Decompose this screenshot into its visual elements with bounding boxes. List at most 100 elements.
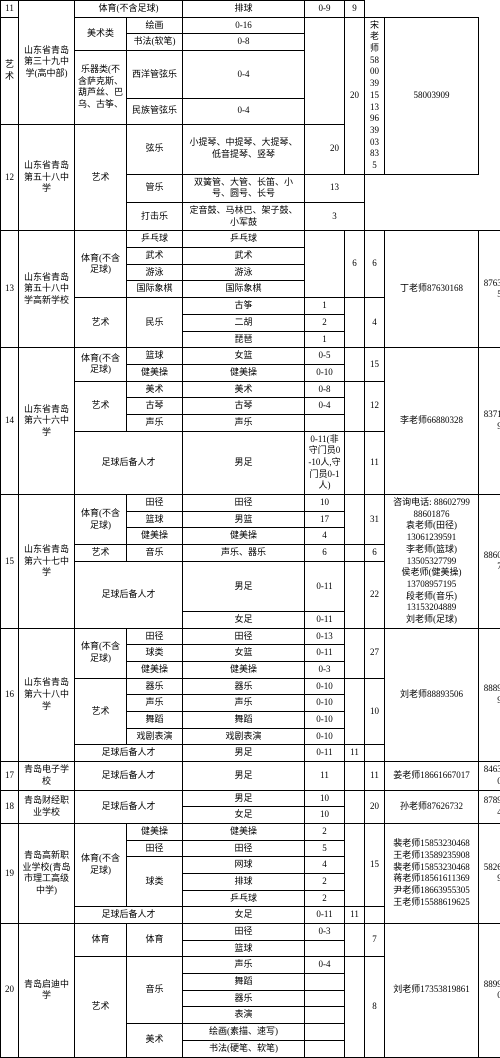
cell: 孙老师87626732 bbox=[385, 790, 479, 823]
cell: 美术 bbox=[127, 1024, 183, 1057]
cell: 1 bbox=[305, 298, 345, 315]
cell: 88896739 bbox=[479, 628, 500, 762]
cell: 定音鼓、马林巴、架子鼓、小军鼓 bbox=[183, 203, 305, 231]
cell: 舞蹈 bbox=[183, 712, 305, 729]
cell: 0-5 bbox=[305, 348, 345, 365]
cell: 男足 bbox=[183, 561, 305, 611]
table-row: 14山东省青岛第六十六中学体育(不含足球)篮球女篮0-515李老师6688032… bbox=[1, 348, 500, 365]
cell: 2 bbox=[305, 890, 345, 907]
cell: 游泳 bbox=[183, 264, 305, 281]
cell: 田径 bbox=[183, 495, 305, 512]
cell: 健美操 bbox=[183, 662, 305, 679]
cell bbox=[345, 924, 365, 957]
cell: 20 bbox=[305, 124, 365, 174]
cell: 艺术 bbox=[75, 298, 127, 348]
cell: 2 bbox=[305, 823, 345, 840]
cell: 男足 bbox=[183, 431, 305, 494]
cell: 11 bbox=[1, 1, 19, 18]
cell: 排球 bbox=[183, 1, 305, 18]
cell: 15 bbox=[365, 348, 385, 381]
cell: 舞蹈 bbox=[183, 974, 305, 991]
table-row: 艺术美术类绘画0-1620宋老师580039151396390383558003… bbox=[1, 17, 500, 34]
cell: 艺术 bbox=[75, 124, 127, 231]
cell: 声乐 bbox=[127, 695, 183, 712]
cell: 球类 bbox=[127, 645, 183, 662]
cell: 16 bbox=[1, 628, 19, 762]
cell: 84633530 bbox=[479, 762, 500, 790]
cell: 12 bbox=[1, 124, 19, 231]
table-row: 13山东省青岛第五十八中学高新学校体育(不含足球)乒乓球乒乓球66丁老师8763… bbox=[1, 231, 500, 248]
cell: 58263569 bbox=[479, 823, 500, 923]
cell bbox=[345, 823, 365, 906]
cell: 0-11(非守门员0-10人,守门员0-1人) bbox=[305, 431, 345, 494]
cell: 音乐 bbox=[127, 545, 183, 562]
cell: 17 bbox=[1, 762, 19, 790]
cell: 7 bbox=[365, 924, 385, 957]
cell: 2 bbox=[305, 314, 345, 331]
cell: 绘画 bbox=[127, 17, 183, 34]
cell: 宋老师5800391513963903835 bbox=[365, 17, 385, 174]
cell: 山东省青岛第六十七中学 bbox=[19, 495, 75, 629]
cell: 0-11 bbox=[305, 907, 345, 924]
cell: 足球后备人才 bbox=[75, 431, 183, 494]
cell: 美术类 bbox=[75, 17, 127, 50]
cell: 15 bbox=[1, 495, 19, 629]
cell: 田径 bbox=[183, 840, 305, 857]
cell: 0-4 bbox=[183, 51, 305, 99]
cell: 11 bbox=[345, 907, 365, 924]
cell: 3 bbox=[305, 203, 365, 231]
cell: 0-10 bbox=[305, 712, 345, 729]
cell: 双簧管、大管、长笛、小号、圆号、长号 bbox=[183, 174, 305, 202]
cell: 足球后备人才 bbox=[75, 561, 183, 628]
cell: 咨询电话: 8860279988601876袁老师(田径)13061239591… bbox=[385, 495, 479, 629]
cell: 27 bbox=[365, 628, 385, 678]
cell: 0-11 bbox=[305, 561, 345, 611]
table-row: 11山东省青岛第三十九中学(高中部)体育(不含足球)排球0-99 bbox=[1, 1, 500, 18]
table-row: 20青岛启迪中学体育体育田径0-37刘老师1735381986188992020 bbox=[1, 924, 500, 941]
cell: 足球后备人才 bbox=[75, 907, 183, 924]
cell: 健美操 bbox=[127, 823, 183, 840]
cell: 体育 bbox=[75, 924, 127, 957]
cell: 健美操 bbox=[183, 528, 305, 545]
cell: 女足 bbox=[183, 807, 305, 824]
cell: 11 bbox=[365, 431, 385, 494]
cell bbox=[345, 545, 365, 562]
cell: 乐器类(不含萨克斯、葫芦丝、巴乌、古筝、 bbox=[75, 51, 127, 124]
cell: 声乐 bbox=[183, 957, 305, 974]
cell bbox=[305, 940, 345, 957]
cell bbox=[305, 414, 345, 431]
cell: 0-10 bbox=[305, 695, 345, 712]
cell: 声乐 bbox=[127, 414, 183, 431]
cell: 山东省青岛第三十九中学(高中部) bbox=[19, 1, 75, 125]
cell: 古琴 bbox=[127, 398, 183, 415]
cell: 0-13 bbox=[305, 628, 345, 645]
cell: 田径 bbox=[183, 628, 305, 645]
cell: 青岛高新职业学校(青岛市理工高级中学) bbox=[19, 823, 75, 923]
cell: 器乐 bbox=[183, 990, 305, 1007]
cell: 8 bbox=[365, 957, 385, 1057]
cell: 裴老师15853230468王老师13589235908裴老师158532304… bbox=[385, 823, 479, 923]
cell: 健美操 bbox=[127, 528, 183, 545]
cell bbox=[345, 790, 365, 823]
cell: 女足 bbox=[183, 907, 305, 924]
cell: 0-3 bbox=[305, 662, 345, 679]
cell bbox=[345, 762, 365, 790]
cell: 二胡 bbox=[183, 314, 305, 331]
cell: 篮球 bbox=[127, 348, 183, 365]
cell: 古琴 bbox=[183, 398, 305, 415]
cell bbox=[345, 381, 365, 431]
cell: 器乐 bbox=[183, 678, 305, 695]
cell: 足球后备人才 bbox=[75, 745, 183, 762]
cell: 58003909 bbox=[385, 17, 479, 174]
table-row: 19青岛高新职业学校(青岛市理工高级中学)体育(不含足球)健美操健美操215裴老… bbox=[1, 823, 500, 840]
cell: 丁老师87630168 bbox=[385, 231, 479, 348]
cell: 刘老师17353819861 bbox=[385, 924, 479, 1058]
cell bbox=[345, 561, 365, 628]
cell bbox=[345, 628, 365, 678]
cell: 4 bbox=[305, 857, 345, 874]
cell: 13 bbox=[305, 174, 365, 202]
cell: 31 bbox=[365, 495, 385, 545]
table-row: 17青岛电子学校足球后备人才男足1111姜老师18661667017846335… bbox=[1, 762, 500, 790]
cell: 体育(不含足球) bbox=[75, 495, 127, 545]
cell: 田径 bbox=[183, 924, 305, 941]
